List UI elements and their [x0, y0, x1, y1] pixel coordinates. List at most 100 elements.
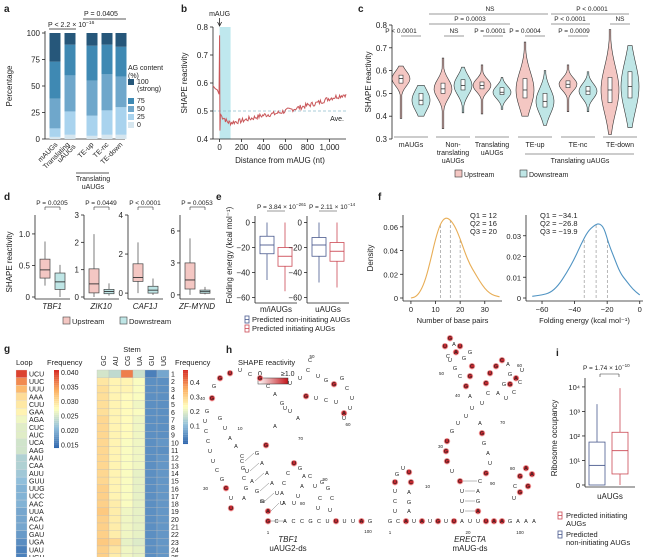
tbf1-nucleotide: G: [280, 401, 284, 407]
h-scale-title: SHAPE reactivity: [238, 358, 295, 367]
tbf1-nucleotide: U: [211, 459, 215, 465]
tbf1-nucleotide: G: [340, 376, 344, 382]
tbf1-position-label: 90: [322, 477, 328, 482]
c-group-label: TE-down: [606, 142, 634, 149]
g-loop-row-label: GUU: [29, 478, 45, 485]
f-quartile-label: Q2 = 16: [470, 219, 497, 228]
g-stem-cell: [132, 484, 146, 493]
a-p-value-2: P = 0.0405: [84, 11, 118, 18]
c-y-tick-label: 0.7: [376, 44, 388, 53]
g-stem-cell: [144, 476, 158, 485]
f-y-label: Density: [366, 245, 375, 272]
g-stem-colorbar-segment: [183, 397, 188, 400]
d-y-tick-label: 6: [171, 227, 176, 236]
g-stem-cell: [108, 515, 122, 524]
tbf1-nucleotide: C: [242, 476, 246, 482]
g-stem-cell: [156, 553, 170, 557]
g-loop-colorbar-segment: [54, 410, 59, 413]
g-stem-cell: [120, 385, 134, 394]
h-scale-label-max: ≥1.0: [281, 371, 295, 378]
c-y-label: SHAPE reactivity: [364, 52, 373, 113]
erecta-nucleotide: C: [478, 479, 482, 485]
tbf1-base-pair: [270, 502, 280, 512]
g-loop-colorbar-segment: [54, 399, 59, 402]
erecta-nucleotide: U: [458, 344, 462, 350]
tbf1-nucleotide: C: [204, 429, 208, 435]
g-stem-colorbar-segment: [183, 416, 188, 419]
g-stem-row-label: 25: [171, 555, 179, 557]
erecta-nucleotide: U: [452, 519, 456, 525]
h-structure-1-gene: TBF1: [278, 535, 298, 544]
g-stem-row-label: 4: [171, 394, 175, 401]
tbf1-nucleotide: U: [343, 519, 347, 525]
f-y-tick-label: 0: [394, 294, 398, 303]
g-loop-row-label: CAU: [29, 524, 44, 531]
g-loop-cell: [15, 461, 28, 470]
tbf1-nucleotide: C: [286, 471, 290, 477]
erecta-nucleotide: A: [478, 421, 482, 427]
tbf1-nucleotide: U: [208, 449, 212, 455]
a-bar-segment: [101, 33, 113, 45]
nucleotide-high-reactivity: [482, 380, 490, 387]
i-box: [588, 441, 606, 486]
erecta-nucleotide: G: [526, 484, 530, 490]
g-stem-cell: [120, 530, 134, 539]
c-p-value: NS: [615, 16, 625, 23]
erecta-nucleotide: G: [468, 350, 472, 356]
erecta-nucleotide: A: [496, 391, 500, 397]
e-box: [277, 247, 293, 267]
g-loop-row-label: ACA: [29, 517, 44, 524]
nucleotide-high-reactivity: [456, 478, 464, 485]
g-stem-row-label: 15: [171, 479, 179, 486]
erecta-nucleotide: G: [388, 519, 392, 525]
tbf1-nucleotide: G: [326, 486, 330, 492]
g-stem-cell: [144, 507, 158, 516]
i-legend-label: Predicted initiating: [566, 511, 627, 520]
erecta-position-label: 100: [516, 530, 524, 535]
g-stem-cell: [108, 438, 122, 447]
nucleotide-high-reactivity: [456, 343, 464, 350]
d-box: [147, 285, 159, 294]
g-stem-cell: [120, 484, 134, 493]
erecta-nucleotide: C: [513, 484, 517, 490]
g-loop-colorbar-segment: [54, 420, 59, 423]
g-stem-row-label: 18: [171, 502, 179, 509]
c-p-value: P = 0.0001: [474, 28, 506, 35]
g-stem-col-label: CG: [125, 356, 132, 367]
g-stem-cell: [96, 530, 110, 539]
tbf1-nucleotide: G: [255, 489, 259, 495]
erecta-nucleotide: C: [409, 480, 413, 486]
tbf1-nucleotide: C: [318, 496, 322, 502]
e-group-label: uAUGs: [315, 305, 341, 314]
erecta-nucleotide: U: [460, 489, 464, 495]
a-bar-segment: [49, 98, 61, 129]
erecta-nucleotide: A: [524, 466, 528, 472]
g-stem-cell: [96, 453, 110, 462]
g-stem-cell: [96, 446, 110, 455]
g-stem-cell: [132, 415, 146, 424]
g-stem-cell: [96, 499, 110, 508]
erecta-nucleotide: U: [407, 470, 411, 476]
g-loop-row-label: CAA: [29, 463, 44, 470]
g-stem-row-label: 16: [171, 486, 179, 493]
a-y-tick-label: 75: [31, 56, 40, 65]
erecta-nucleotide: A: [468, 394, 472, 400]
erecta-nucleotide: G: [508, 372, 512, 378]
g-stem-cell: [120, 423, 134, 432]
g-loop-colorbar-segment: [54, 379, 59, 382]
nucleotide-high-reactivity: [340, 410, 348, 417]
erecta-nucleotide: A: [460, 519, 464, 525]
g-stem-cell: [108, 530, 122, 539]
g-stem-cell: [108, 484, 122, 493]
g-stem-colorbar-segment: [183, 432, 188, 435]
d-legend-label: Upstream: [72, 317, 105, 326]
g-stem-cell: [108, 499, 122, 508]
g-stem-colorbar-segment: [183, 442, 188, 445]
erecta-nucleotide: C: [446, 354, 450, 360]
g-stem-colorbar-segment: [183, 381, 188, 383]
g-stem-cell: [144, 377, 158, 386]
c-y-tick-label: 0.4: [376, 112, 388, 121]
erecta-nucleotide: G: [518, 490, 522, 496]
tbf1-nucleotide: U: [283, 406, 287, 412]
d-box: [39, 258, 51, 279]
